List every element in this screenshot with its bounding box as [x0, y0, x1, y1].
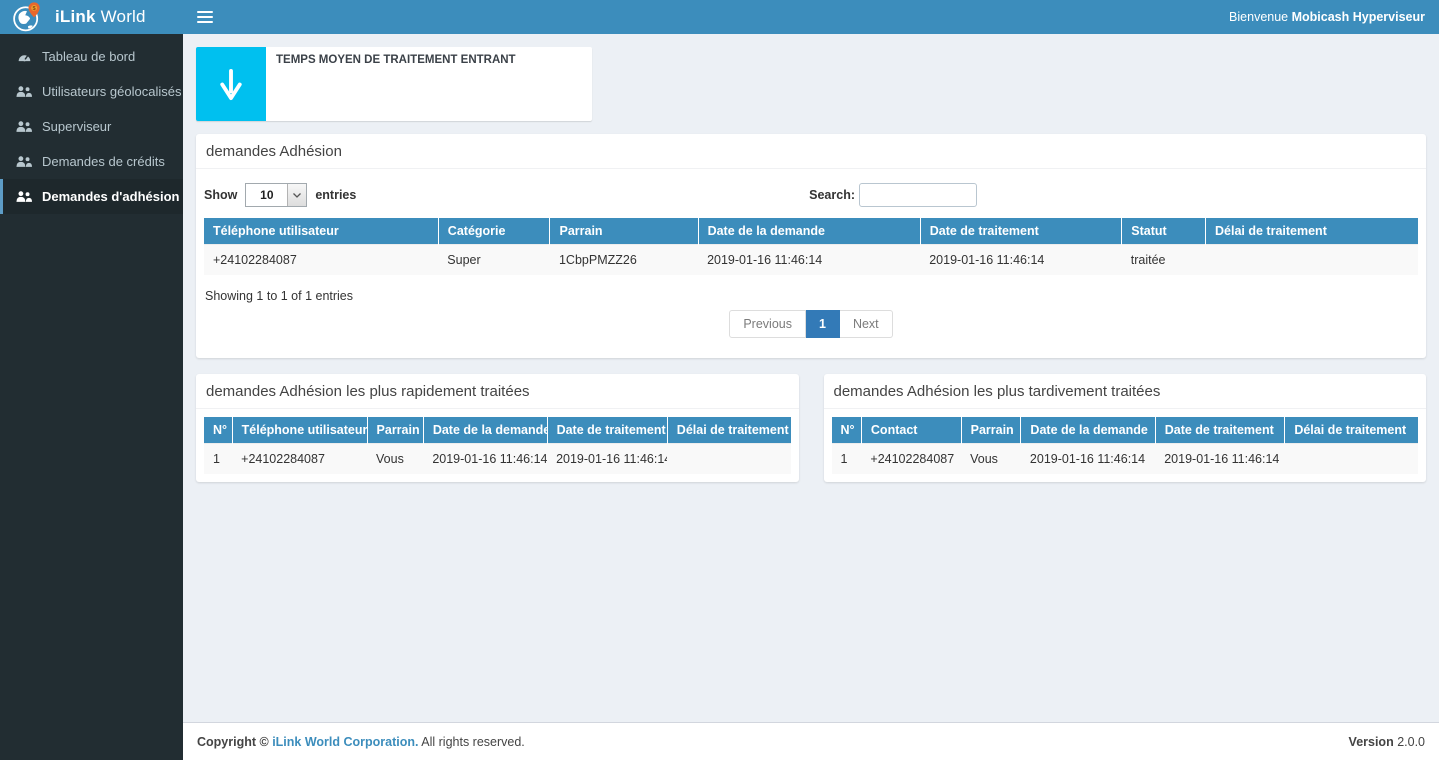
cell-parrain: 1CbpPMZZ26	[549, 244, 699, 275]
column-header[interactable]: Date de la demande	[697, 218, 921, 245]
cell-date-demande: 2019-01-16 11:46:14	[1020, 443, 1156, 474]
sidebar-item-label: Demandes de crédits	[42, 154, 165, 169]
column-header[interactable]: Catégorie	[437, 218, 550, 245]
page-length-control: Show 10 entries	[204, 183, 356, 207]
sidebar-item-superviseur[interactable]: Superviseur	[0, 109, 183, 144]
column-header: Contact	[860, 417, 962, 444]
down-arrow-icon	[196, 47, 266, 121]
users-icon	[15, 85, 33, 98]
sidebar-toggle-icon[interactable]	[197, 11, 213, 23]
column-header: Date de traitement	[546, 417, 668, 444]
copyright-text: Copyright © iLink World Corporation. All…	[197, 734, 525, 749]
cell-num: 1	[831, 443, 862, 474]
cell-telephone: +24102284087	[204, 244, 439, 275]
panel-title: demandes Adhésion	[196, 134, 1426, 169]
column-header: Délai de traitement	[666, 417, 791, 444]
pagination: Previous 1 Next	[204, 310, 1418, 338]
latest-demandes-table: N° Contact Parrain Date de la demande Da…	[831, 417, 1418, 474]
sidebar-item-label: Tableau de bord	[42, 49, 136, 64]
fastest-demandes-table: N° Téléphone utilisateur Parrain Date de…	[204, 417, 791, 474]
top-navbar: Bienvenue Mobicash Hyperviseur	[183, 0, 1439, 34]
search-label: Search:	[809, 188, 855, 202]
column-header: N°	[204, 417, 233, 444]
panel-latest-demandes: demandes Adhésion les plus tardivement t…	[823, 374, 1426, 482]
panel-title: demandes Adhésion les plus rapidement tr…	[196, 374, 799, 409]
table-row: 1 +24102284087 Vous 2019-01-16 11:46:14 …	[204, 443, 791, 474]
column-header[interactable]: Délai de traitement	[1205, 218, 1418, 245]
table-row: +24102284087 Super 1CbpPMZZ26 2019-01-16…	[204, 244, 1418, 275]
users-icon	[15, 190, 33, 203]
sidebar-item-tableau-de-bord[interactable]: Tableau de bord	[0, 39, 183, 74]
demandes-adhesion-table: Téléphone utilisateur Catégorie Parrain …	[204, 218, 1418, 275]
users-icon	[15, 155, 33, 168]
sidebar-item-demandes-de-credits[interactable]: Demandes de crédits	[0, 144, 183, 179]
panel-fastest-demandes: demandes Adhésion les plus rapidement tr…	[196, 374, 799, 482]
welcome-message: Bienvenue Mobicash Hyperviseur	[1229, 10, 1425, 24]
column-header: Téléphone utilisateur	[231, 417, 368, 444]
sidebar-item-label: Demandes d'adhésion	[42, 189, 180, 204]
entries-label: entries	[315, 188, 357, 202]
sidebar-item-label: Superviseur	[42, 119, 112, 134]
table-row: 1 +24102284087 Vous 2019-01-16 11:46:14 …	[831, 443, 1418, 474]
dashboard-icon	[15, 50, 33, 63]
page-1-button[interactable]: 1	[805, 310, 840, 338]
info-box-title: TEMPS MOYEN DE TRAITEMENT ENTRANT	[276, 54, 516, 66]
brand-logo[interactable]: $ iLink World	[0, 0, 183, 34]
search-input[interactable]	[859, 183, 977, 207]
column-header[interactable]: Téléphone utilisateur	[204, 218, 439, 245]
sidebar-item-label: Utilisateurs géolocalisés	[42, 84, 182, 99]
column-header: Date de la demande	[1020, 417, 1156, 444]
column-header[interactable]: Date de traitement	[919, 218, 1122, 245]
main-content: TEMPS MOYEN DE TRAITEMENT ENTRANT demand…	[183, 34, 1439, 760]
cell-delai	[1284, 443, 1418, 474]
cell-telephone: +24102284087	[232, 443, 368, 474]
cell-categorie: Super	[438, 244, 550, 275]
sidebar: $ iLink World Tableau de bord	[0, 0, 183, 760]
cell-parrain: Vous	[961, 443, 1021, 474]
brand-name: iLink World	[55, 7, 146, 26]
version-text: Version 2.0.0	[1348, 734, 1425, 749]
cell-date-traitement: 2019-01-16 11:46:14	[1155, 443, 1285, 474]
cell-date-demande: 2019-01-16 11:46:14	[423, 443, 548, 474]
info-box-temps-moyen: TEMPS MOYEN DE TRAITEMENT ENTRANT	[196, 47, 592, 121]
cell-num: 1	[204, 443, 233, 474]
column-header[interactable]: Parrain	[549, 218, 699, 245]
panel-title: demandes Adhésion les plus tardivement t…	[823, 374, 1426, 409]
cell-delai	[667, 443, 791, 474]
cell-parrain: Vous	[367, 443, 424, 474]
sidebar-item-demandes-adhesion[interactable]: Demandes d'adhésion	[0, 179, 183, 214]
chevron-down-icon	[287, 184, 307, 206]
cell-date-demande: 2019-01-16 11:46:14	[698, 244, 921, 275]
users-icon	[15, 120, 33, 133]
next-page-button[interactable]: Next	[839, 310, 893, 338]
column-header[interactable]: Statut	[1121, 218, 1206, 245]
globe-pin-logo-icon: $	[11, 1, 43, 33]
search-control: Search:	[809, 183, 977, 207]
company-link[interactable]: iLink World Corporation.	[272, 734, 419, 749]
page-length-select[interactable]: 10	[245, 183, 308, 207]
column-header: Parrain	[960, 417, 1021, 444]
table-info-text: Showing 1 to 1 of 1 entries	[205, 289, 354, 303]
cell-date-traitement: 2019-01-16 11:46:14	[547, 443, 668, 474]
cell-statut: traitée	[1121, 244, 1206, 275]
sidebar-item-utilisateurs-geolocalises[interactable]: Utilisateurs géolocalisés	[0, 74, 183, 109]
cell-contact: +24102284087	[861, 443, 962, 474]
show-label: Show	[204, 188, 238, 202]
previous-page-button[interactable]: Previous	[729, 310, 806, 338]
column-header: Parrain	[366, 417, 424, 444]
column-header: N°	[831, 417, 862, 444]
panel-demandes-adhesion: demandes Adhésion Show 10 entries	[196, 134, 1426, 358]
cell-date-traitement: 2019-01-16 11:46:14	[920, 244, 1122, 275]
column-header: Délai de traitement	[1284, 417, 1418, 444]
sidebar-menu: Tableau de bord Utilisateurs géolocalisé…	[0, 34, 183, 214]
svg-text:$: $	[33, 6, 37, 12]
page-footer: Copyright © iLink World Corporation. All…	[183, 722, 1439, 760]
cell-delai	[1205, 244, 1418, 275]
column-header: Date de la demande	[422, 417, 548, 444]
column-header: Date de traitement	[1154, 417, 1285, 444]
